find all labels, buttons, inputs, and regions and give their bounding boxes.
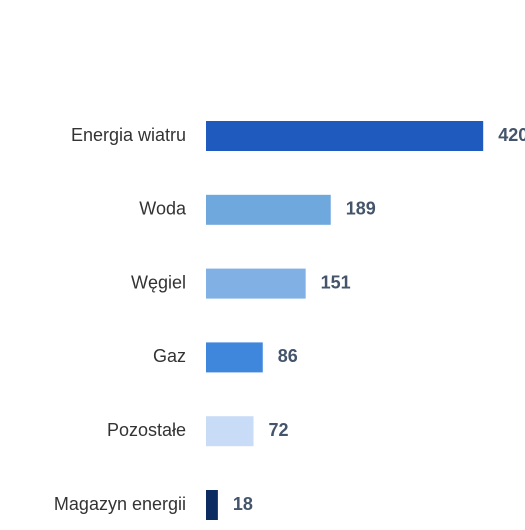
bar: [206, 416, 254, 447]
category-label: Woda: [139, 199, 187, 219]
bar: [206, 342, 263, 373]
category-label: Węgiel: [131, 272, 186, 292]
bar: [206, 268, 306, 299]
category-label: Pozostałe: [107, 420, 186, 440]
bar: [206, 121, 484, 151]
value-label: 189: [346, 199, 376, 219]
value-label: 420: [498, 125, 525, 145]
category-label: Energia wiatru: [71, 125, 186, 145]
value-label: 86: [278, 346, 298, 366]
value-label: 18: [233, 494, 253, 514]
value-label: 72: [269, 420, 289, 440]
bar: [206, 194, 331, 225]
category-label: Gaz: [153, 346, 186, 366]
bar: [206, 490, 218, 520]
value-label: 151: [321, 272, 351, 292]
category-label: Magazyn energii: [54, 494, 186, 514]
